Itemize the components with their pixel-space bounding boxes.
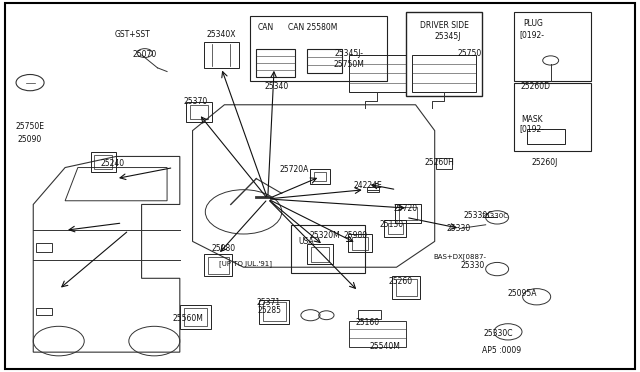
Text: 25070: 25070 xyxy=(132,51,157,60)
Text: 25980: 25980 xyxy=(344,231,368,240)
Text: BAS+DX[0887-: BAS+DX[0887- xyxy=(434,253,486,260)
Bar xyxy=(349,321,406,347)
Bar xyxy=(399,208,417,220)
Bar xyxy=(190,105,208,119)
Bar xyxy=(358,310,381,319)
Text: 25330C: 25330C xyxy=(463,211,493,220)
Bar xyxy=(307,244,333,264)
Text: 25345J-: 25345J- xyxy=(334,49,363,58)
Bar xyxy=(388,223,403,234)
Bar xyxy=(352,237,369,250)
Text: 25750M: 25750M xyxy=(333,60,364,69)
Bar xyxy=(207,257,228,273)
Bar xyxy=(186,102,212,122)
Text: 25340X: 25340X xyxy=(207,30,236,39)
Bar xyxy=(412,55,476,92)
Text: 24224E: 24224E xyxy=(353,182,382,190)
Text: MASK: MASK xyxy=(522,115,543,124)
Bar xyxy=(367,187,380,192)
Bar xyxy=(515,13,591,81)
Bar xyxy=(515,83,591,151)
Text: 25340: 25340 xyxy=(264,82,289,91)
Bar xyxy=(311,247,329,262)
Bar xyxy=(204,42,239,68)
Text: CAN: CAN xyxy=(258,23,274,32)
Bar xyxy=(36,308,52,315)
Text: 25260H: 25260H xyxy=(425,157,455,167)
Bar xyxy=(256,49,294,77)
Bar xyxy=(259,299,289,324)
Bar xyxy=(307,49,342,73)
Bar xyxy=(392,276,420,299)
Text: 25240: 25240 xyxy=(101,159,125,169)
Text: 25980: 25980 xyxy=(211,244,236,253)
Text: GST+SST: GST+SST xyxy=(114,30,150,39)
Text: 25320M: 25320M xyxy=(310,231,340,240)
Text: 25330C: 25330C xyxy=(484,329,513,338)
Bar xyxy=(204,254,232,276)
Text: 25130: 25130 xyxy=(380,220,403,229)
Text: 25720A: 25720A xyxy=(280,165,309,174)
Text: PLUG: PLUG xyxy=(524,19,543,28)
Text: CAN 25580M: CAN 25580M xyxy=(287,23,337,32)
Text: 25090: 25090 xyxy=(18,135,42,144)
Text: 25330: 25330 xyxy=(461,261,485,270)
Text: 25330C: 25330C xyxy=(482,212,509,218)
Bar xyxy=(396,279,417,296)
Bar xyxy=(184,308,207,326)
Text: [0192-: [0192- xyxy=(520,124,545,133)
Text: 25260D: 25260D xyxy=(520,82,550,91)
Bar xyxy=(349,55,406,92)
Text: AP5 :0009: AP5 :0009 xyxy=(482,346,521,355)
Bar xyxy=(91,152,116,172)
Bar xyxy=(180,305,211,329)
Bar xyxy=(262,302,285,321)
Text: 25750E: 25750E xyxy=(15,122,45,131)
Text: [0192-: [0192- xyxy=(520,30,545,39)
Text: 25540M: 25540M xyxy=(369,342,401,351)
Text: 25285: 25285 xyxy=(257,306,281,315)
Text: 25330: 25330 xyxy=(447,224,471,233)
Bar xyxy=(348,234,372,253)
Text: 25720: 25720 xyxy=(394,203,418,213)
Bar xyxy=(406,13,483,96)
Bar xyxy=(291,225,365,273)
Text: [UP TO JUL.'91]: [UP TO JUL.'91] xyxy=(219,260,272,267)
Text: 25560M: 25560M xyxy=(173,314,204,323)
Bar xyxy=(384,220,406,237)
Bar xyxy=(436,158,452,169)
Text: USA: USA xyxy=(298,237,314,246)
Bar xyxy=(314,172,326,181)
Text: 25260: 25260 xyxy=(389,278,413,286)
Text: 25260J: 25260J xyxy=(531,157,557,167)
Text: 25370: 25370 xyxy=(184,97,208,106)
Bar xyxy=(310,169,330,184)
Bar xyxy=(527,129,565,144)
Text: 25371: 25371 xyxy=(257,298,281,307)
Bar xyxy=(395,205,420,223)
Text: 25345J: 25345J xyxy=(434,32,461,41)
Bar xyxy=(250,16,387,81)
Text: 25160: 25160 xyxy=(356,318,380,327)
Bar xyxy=(95,155,112,169)
Bar xyxy=(36,243,52,253)
Text: 25095A: 25095A xyxy=(508,289,538,298)
Text: 25750: 25750 xyxy=(458,49,482,58)
Text: DRIVER SIDE: DRIVER SIDE xyxy=(420,21,468,30)
